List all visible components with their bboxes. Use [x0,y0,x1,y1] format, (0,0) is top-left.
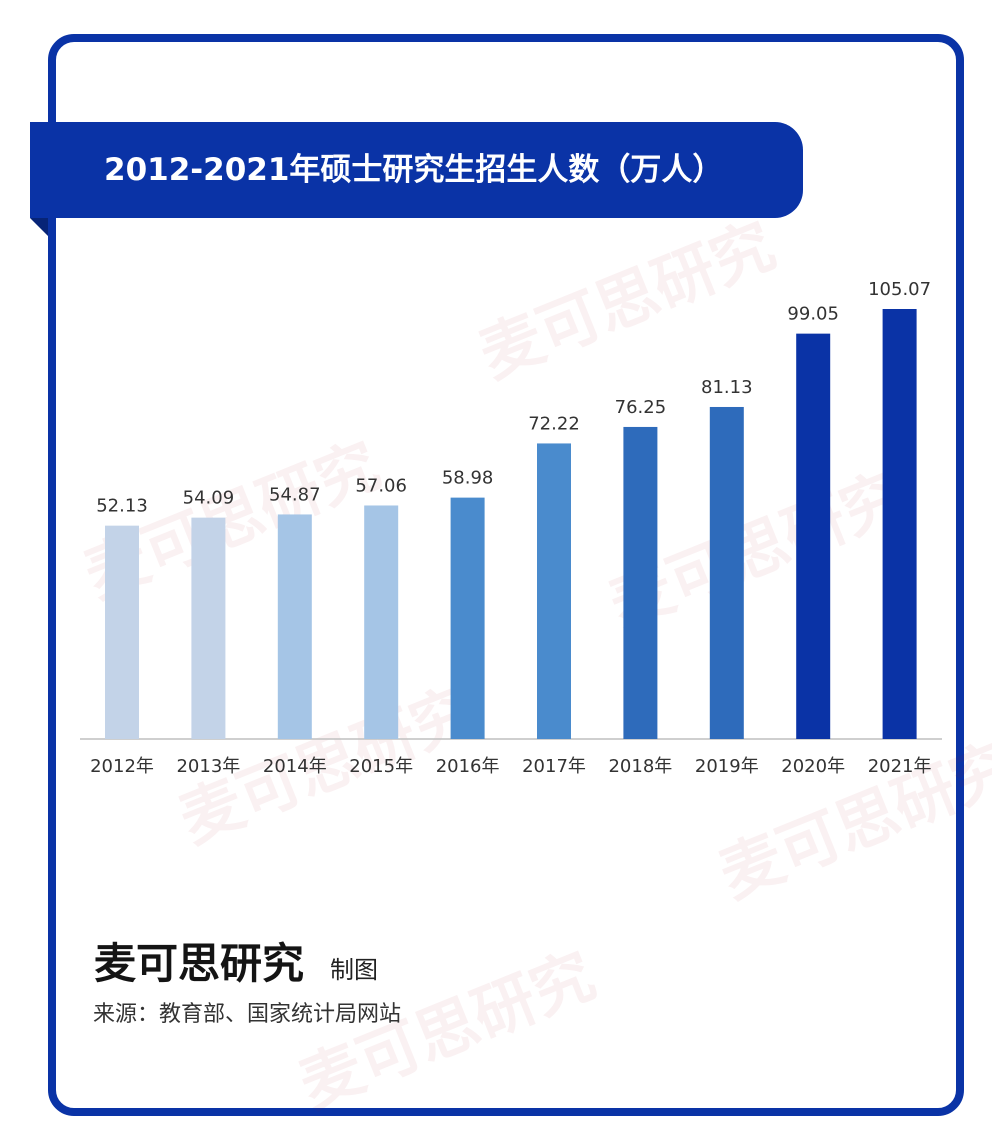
x-tick-label: 2017年 [522,756,586,777]
bar-2014年 [277,514,312,739]
x-tick-label: 2015年 [349,756,413,777]
value-label: 81.13 [701,377,753,398]
value-label: 57.06 [355,475,407,496]
bar-2020年 [796,333,831,739]
bar-2013年 [191,517,226,739]
value-label: 54.87 [269,484,321,505]
chart-title: 2012-2021年硕士研究生招生人数（万人） [30,122,803,218]
value-label: 54.09 [183,488,235,509]
bar-2017年 [537,443,571,739]
value-label: 52.13 [96,496,148,517]
value-label: 58.98 [442,468,494,489]
x-tick-label: 2016年 [436,756,500,777]
value-label: 76.25 [615,397,667,418]
bar-2021年 [882,309,917,739]
x-tick-label: 2018年 [608,756,672,777]
brand-suffix: 制图 [330,956,378,984]
x-tick-label: 2014年 [263,756,327,777]
x-tick-label: 2012年 [90,756,154,777]
x-tick-label: 2013年 [176,756,240,777]
bar-2018年 [623,426,658,739]
bar-2019年 [709,406,744,739]
value-label: 99.05 [787,304,839,325]
value-label: 72.22 [528,413,580,434]
x-tick-label: 2020年 [781,756,845,777]
source-text: 来源：教育部、国家统计局网站 [93,1002,402,1027]
bar-2016年 [450,497,485,739]
x-tick-label: 2019年 [695,756,759,777]
banner-fold [30,218,48,236]
value-label: 105.07 [868,279,931,300]
bar-2015年 [364,505,399,739]
brand-name: 麦可思研究 [94,939,305,988]
bar-2012年 [105,525,139,739]
x-tick-label: 2021年 [868,756,932,777]
